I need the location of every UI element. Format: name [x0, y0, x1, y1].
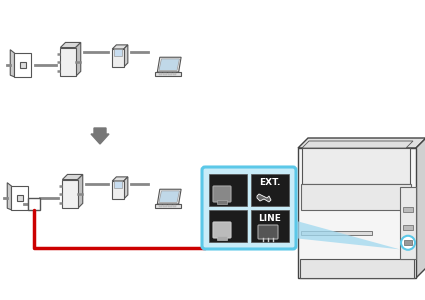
Bar	[155, 72, 181, 76]
Bar	[14, 53, 31, 77]
Bar	[173, 73, 176, 74]
Polygon shape	[7, 183, 11, 210]
Bar	[114, 181, 122, 188]
Polygon shape	[124, 177, 128, 199]
FancyBboxPatch shape	[213, 186, 231, 202]
Polygon shape	[76, 42, 81, 76]
Bar	[60, 47, 76, 76]
FancyBboxPatch shape	[202, 167, 296, 249]
Bar	[400, 187, 416, 259]
Text: EXT.: EXT.	[259, 178, 280, 188]
Bar	[403, 225, 413, 230]
Bar	[173, 74, 176, 75]
Bar	[155, 204, 181, 208]
Bar	[164, 206, 167, 207]
Bar	[159, 206, 162, 207]
FancyBboxPatch shape	[213, 222, 231, 238]
Bar	[159, 73, 162, 74]
Bar	[112, 181, 124, 199]
Bar	[168, 205, 172, 206]
Bar	[17, 196, 23, 201]
Bar	[159, 205, 162, 206]
Polygon shape	[302, 141, 413, 148]
Polygon shape	[293, 220, 400, 249]
Polygon shape	[298, 138, 425, 148]
Bar	[112, 49, 124, 67]
FancyBboxPatch shape	[28, 198, 40, 210]
FancyArrow shape	[91, 128, 109, 144]
Bar	[159, 74, 162, 75]
Bar	[62, 179, 78, 208]
Polygon shape	[157, 57, 181, 72]
Bar	[298, 148, 416, 278]
Bar	[217, 200, 227, 204]
Bar	[251, 210, 289, 242]
Bar	[173, 205, 176, 206]
Bar	[168, 206, 172, 207]
Bar	[302, 148, 410, 184]
Polygon shape	[416, 138, 425, 278]
Polygon shape	[112, 177, 128, 181]
FancyBboxPatch shape	[258, 225, 278, 239]
Polygon shape	[62, 174, 83, 179]
Bar	[209, 210, 247, 242]
Polygon shape	[159, 59, 179, 70]
Bar	[173, 206, 176, 207]
Bar	[403, 207, 413, 212]
Bar	[164, 205, 167, 206]
Bar	[404, 240, 412, 245]
Polygon shape	[159, 191, 179, 203]
Bar	[164, 74, 167, 75]
Bar	[168, 74, 172, 75]
Bar	[251, 174, 289, 206]
Bar	[20, 62, 26, 68]
Bar	[114, 49, 122, 56]
Bar	[301, 184, 411, 210]
Circle shape	[401, 236, 415, 250]
Bar	[301, 231, 372, 235]
Polygon shape	[78, 174, 83, 208]
Bar	[11, 186, 28, 210]
Text: LINE: LINE	[258, 214, 281, 224]
Bar	[164, 73, 167, 74]
Bar	[168, 73, 172, 74]
Polygon shape	[157, 189, 181, 204]
Polygon shape	[257, 194, 271, 202]
Bar	[217, 236, 227, 240]
Polygon shape	[10, 50, 14, 77]
Bar	[300, 259, 414, 278]
Polygon shape	[60, 42, 81, 47]
Polygon shape	[112, 45, 128, 49]
Polygon shape	[124, 45, 128, 67]
Bar	[209, 174, 247, 206]
